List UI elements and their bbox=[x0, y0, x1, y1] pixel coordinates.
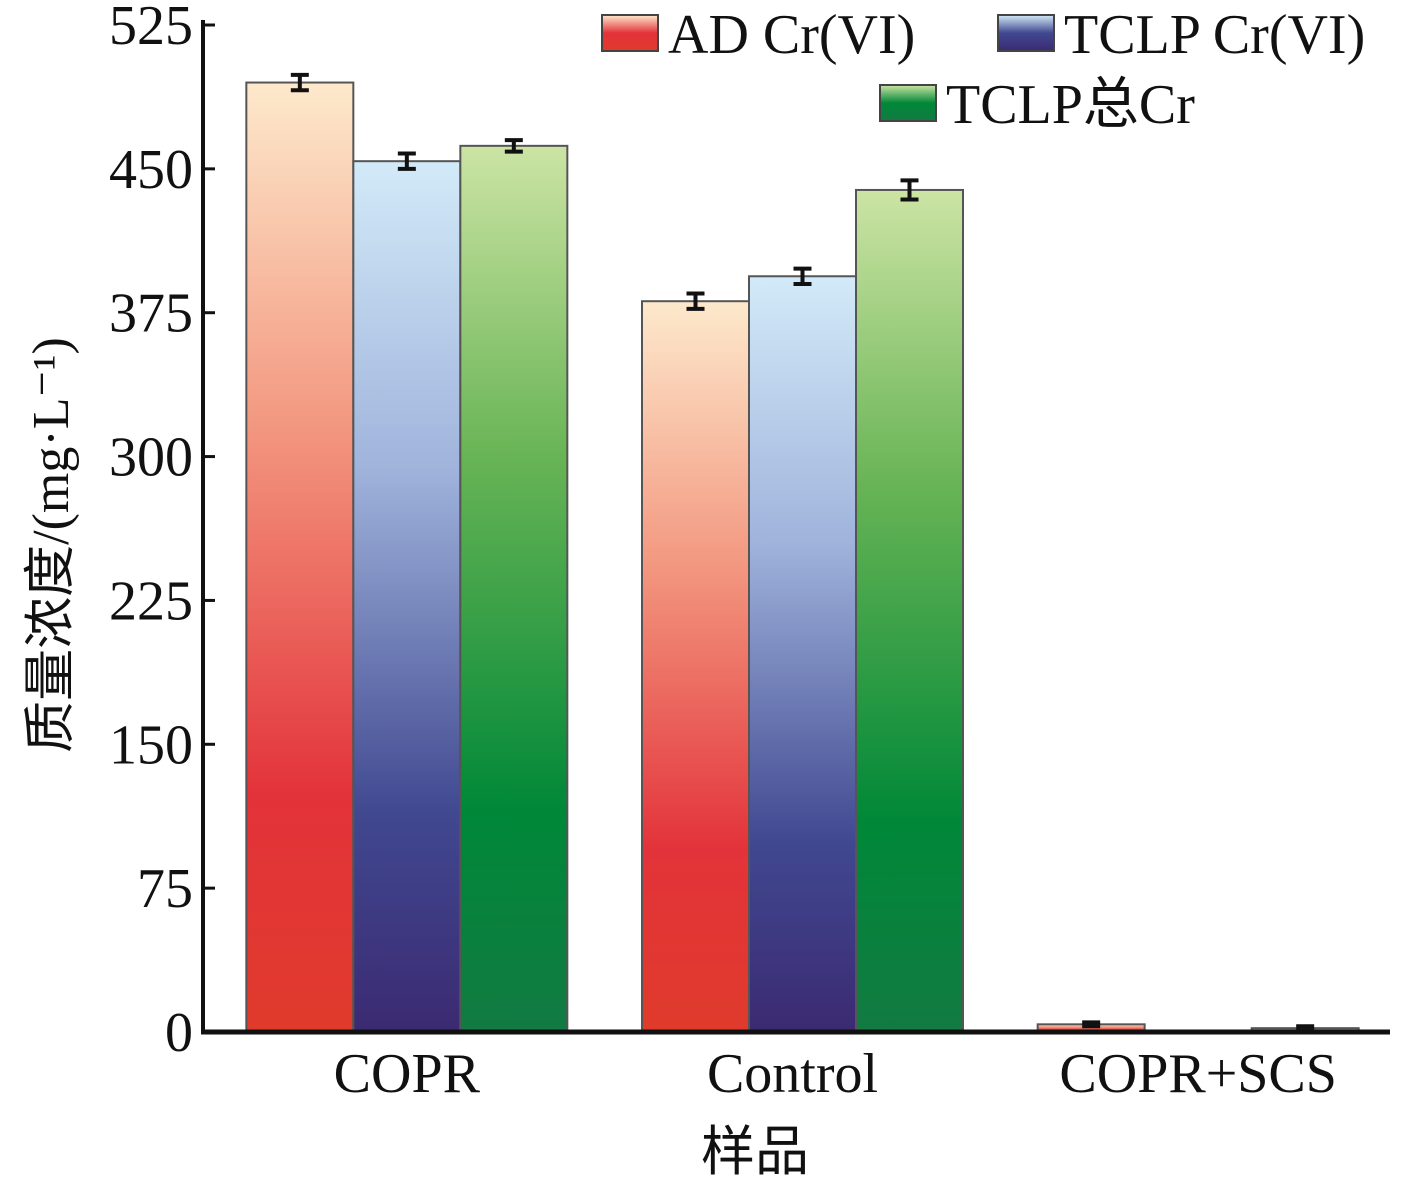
bar-0-1 bbox=[352, 160, 462, 1034]
y-tick-label: 450 bbox=[109, 139, 193, 201]
y-axis-label: 质量浓度/(mg·L⁻¹) bbox=[23, 337, 80, 753]
x-tick-label: Control bbox=[707, 1043, 878, 1105]
legend-swatch bbox=[997, 14, 1055, 52]
y-tick-label: 300 bbox=[109, 427, 193, 489]
x-axis-label: 样品 bbox=[701, 1122, 809, 1181]
bar-1-2 bbox=[855, 188, 964, 1034]
bar-0-2 bbox=[459, 144, 569, 1033]
bar-0-0 bbox=[245, 81, 355, 1034]
legend-label: TCLP总Cr bbox=[946, 74, 1195, 136]
legend-swatch bbox=[601, 14, 659, 52]
y-tick-label: 75 bbox=[137, 858, 193, 920]
x-tick-label: COPR+SCS bbox=[1059, 1043, 1337, 1105]
legend-label: AD Cr(VI) bbox=[668, 4, 915, 66]
legend-label: TCLP Cr(VI) bbox=[1064, 4, 1365, 66]
y-tick-label: 525 bbox=[109, 0, 193, 57]
bar-1-1 bbox=[748, 275, 857, 1034]
bar-1-0 bbox=[641, 300, 750, 1034]
y-tick-label: 225 bbox=[109, 570, 193, 632]
x-tick-label: COPR bbox=[334, 1043, 481, 1105]
y-tick-label: 150 bbox=[109, 714, 193, 776]
y-tick-label: 0 bbox=[165, 1002, 193, 1064]
legend-swatch bbox=[879, 84, 937, 122]
y-tick-label: 375 bbox=[109, 283, 193, 345]
